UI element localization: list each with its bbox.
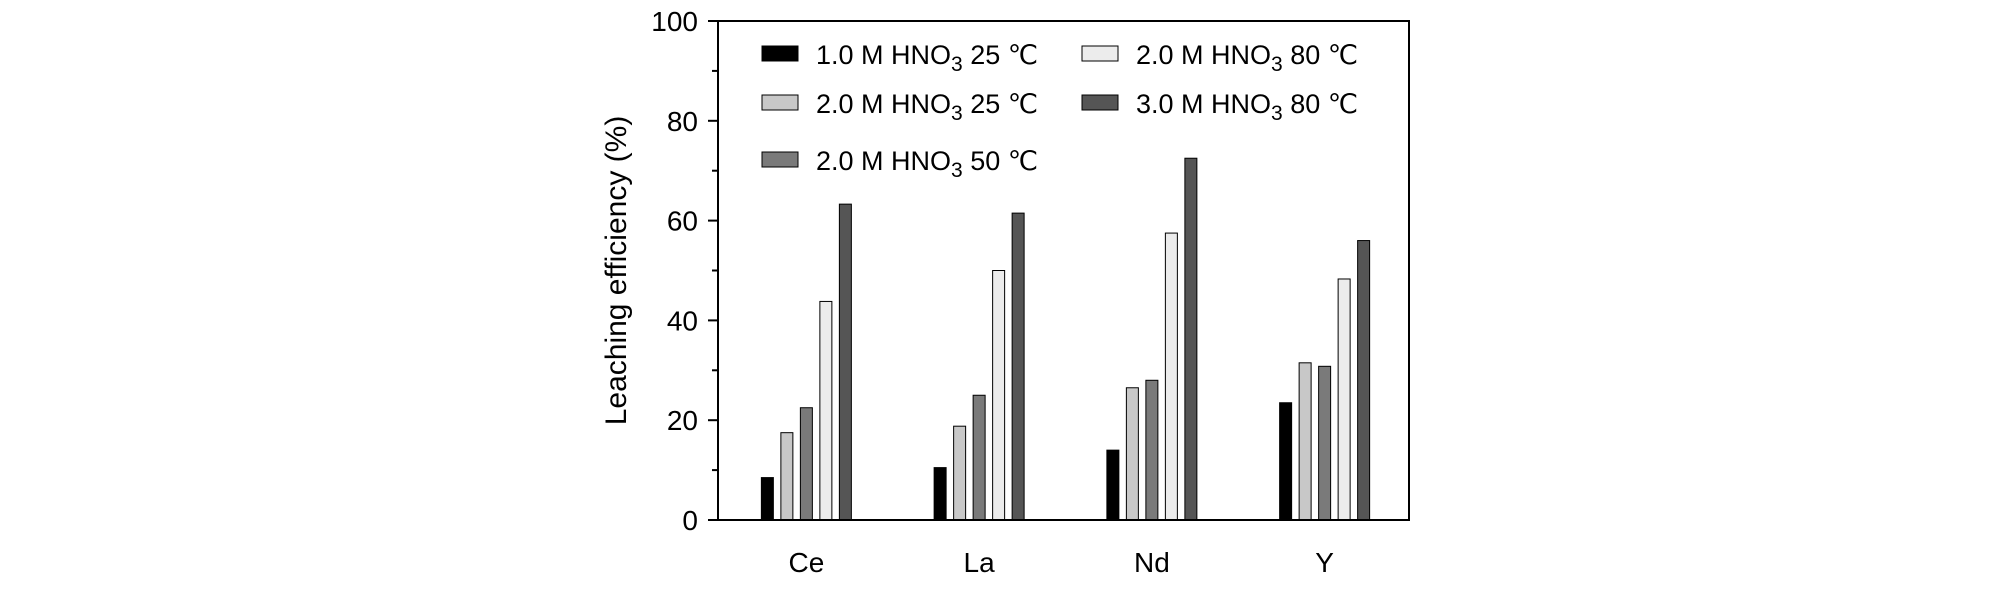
bar	[1011, 212, 1025, 521]
y-tick-label: 60	[667, 206, 698, 237]
legend-swatch	[761, 45, 799, 62]
x-tick-label: La	[964, 547, 996, 578]
y-tick-label: 80	[667, 106, 698, 137]
legend-label: 2.0 M HNO3 50 ℃	[816, 146, 1038, 182]
x-axis: Ce La Nd Y	[788, 547, 1334, 578]
x-tick-label: Y	[1315, 547, 1334, 578]
bar	[1357, 240, 1371, 521]
legend-swatch	[761, 151, 799, 168]
x-tick-label: Ce	[788, 547, 824, 578]
bar	[1337, 278, 1351, 521]
legend-swatch	[1081, 45, 1119, 62]
legend-swatch	[1081, 94, 1119, 111]
bar	[1318, 365, 1332, 521]
bar	[1106, 449, 1120, 521]
legend-label: 1.0 M HNO3 25 ℃	[816, 40, 1038, 76]
bar	[933, 467, 947, 521]
legend-label: 3.0 M HNO3 80 ℃	[1136, 89, 1358, 125]
y-tick-label: 20	[667, 405, 698, 436]
bars-group	[760, 157, 1371, 521]
legend-label: 2.0 M HNO3 80 ℃	[1136, 40, 1358, 76]
bar	[1184, 157, 1198, 521]
bar	[819, 300, 833, 521]
bar	[972, 394, 986, 521]
y-tick-label: 0	[682, 505, 698, 536]
y-tick-label: 40	[667, 305, 698, 336]
bar	[992, 270, 1006, 521]
x-tick-label: Nd	[1134, 547, 1170, 578]
bar	[1298, 362, 1312, 521]
y-axis: 0 20 40 60 80 100	[651, 6, 718, 536]
bar	[1279, 402, 1293, 521]
bar	[1145, 379, 1159, 521]
legend: 1.0 M HNO3 25 ℃ 2.0 M HNO3 25 ℃ 2.0 M HNO3…	[761, 40, 1358, 182]
legend-swatch	[761, 94, 799, 111]
bar	[838, 203, 852, 521]
y-tick-label: 100	[651, 6, 698, 37]
y-axis-title: Leaching efficiency (%)	[600, 116, 633, 426]
legend-label: 2.0 M HNO3 25 ℃	[816, 89, 1038, 125]
bar	[760, 477, 774, 521]
bar	[1125, 387, 1139, 521]
bar	[799, 407, 813, 521]
bar	[1164, 232, 1178, 521]
bar	[780, 432, 794, 521]
bar	[953, 425, 967, 521]
